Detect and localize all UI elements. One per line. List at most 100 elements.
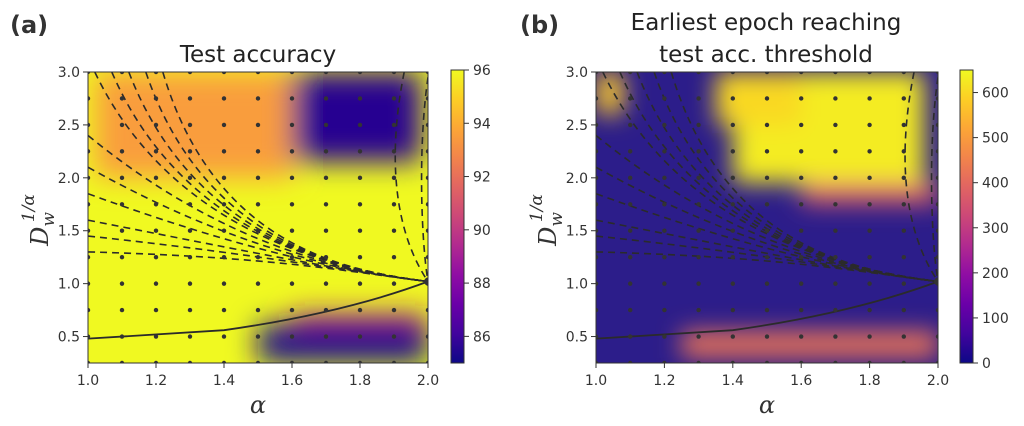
grid-point: [187, 281, 193, 286]
grid-point: [425, 307, 428, 313]
grid-point: [901, 202, 906, 207]
grid-point: [88, 122, 91, 128]
grid-point: [696, 149, 701, 154]
grid-point: [289, 281, 295, 286]
grid-point: [901, 307, 906, 313]
grid-point: [696, 307, 701, 313]
grid-point: [730, 254, 735, 260]
y-tick-label: 2.0: [566, 171, 588, 187]
grid-point: [799, 281, 804, 286]
grid-point: [596, 228, 599, 233]
dashed-contour: [88, 235, 428, 283]
grid-point: [255, 122, 261, 128]
grid-point: [764, 254, 770, 260]
x-tick-label: 1.4: [213, 373, 235, 389]
panel-b: (b) Earliest epoch reaching test acc. th…: [520, 10, 1009, 419]
grid-point: [221, 360, 227, 363]
grid-point: [391, 175, 397, 181]
grid-point: [867, 307, 872, 313]
grid-point: [357, 228, 363, 233]
grid-point: [833, 307, 838, 313]
grid-point: [221, 281, 227, 286]
x-tick-label: 1.4: [722, 373, 744, 389]
panel-b-y-label: Dw1/α: [527, 194, 567, 247]
panel-a-y-label-sub: w: [39, 212, 59, 227]
heatmap-region: [801, 183, 938, 205]
grid-point: [153, 202, 159, 207]
grid-point: [255, 360, 261, 363]
grid-point: [662, 254, 667, 260]
panel-a-frame: [87, 71, 429, 364]
dashed-contour: [88, 251, 428, 283]
panel-a: (a) Test accuracy 1.0 1.2 1.4 1.6 1.8 2.0 0.5…: [10, 11, 491, 419]
grid-point: [357, 175, 363, 181]
heatmap-region: [596, 72, 624, 115]
grid-point: [628, 122, 633, 128]
grid-point: [730, 96, 735, 101]
x-tick-label: 1.0: [77, 373, 99, 389]
grid-point: [289, 96, 295, 101]
grid-point: [88, 254, 91, 260]
x-tick-label: 2.0: [417, 373, 439, 389]
grid-point: [833, 149, 838, 154]
grid-point: [323, 175, 329, 181]
grid-point: [799, 202, 804, 207]
panel-b-y-label-sup: 1/α: [527, 194, 547, 223]
grid-point: [935, 175, 938, 181]
grid-point: [628, 149, 633, 154]
grid-point: [425, 72, 428, 75]
grid-point: [596, 202, 599, 207]
grid-point: [867, 228, 872, 233]
grid-point: [764, 334, 770, 339]
grid-point: [662, 122, 667, 128]
grid-point: [596, 334, 599, 339]
colorbar-tick-label: 200: [982, 266, 1009, 282]
grid-point: [153, 307, 159, 313]
grid-point: [255, 307, 261, 313]
grid-point: [391, 360, 397, 363]
grid-point: [153, 228, 159, 233]
y-tick-label: 3.0: [566, 65, 588, 81]
grid-point: [799, 96, 804, 101]
grid-point: [596, 281, 599, 286]
grid-point: [221, 175, 227, 181]
y-tick-label: 1.5: [566, 224, 588, 240]
y-tick-label: 3.0: [58, 65, 80, 81]
grid-point: [730, 334, 735, 339]
dashed-contour: [596, 251, 938, 283]
grid-point: [187, 228, 193, 233]
grid-point: [833, 175, 838, 181]
grid-point: [119, 254, 125, 260]
grid-point: [323, 360, 329, 363]
grid-point: [867, 175, 872, 181]
panel-a-x-label: α: [250, 391, 266, 419]
grid-point: [119, 360, 125, 363]
grid-point: [357, 307, 363, 313]
grid-point: [255, 228, 261, 233]
grid-point: [799, 149, 804, 154]
grid-point: [833, 202, 838, 207]
grid-point: [764, 202, 770, 207]
panel-a-colorbar-ticks: 86 88 90 92 94 96: [464, 63, 491, 345]
heatmap-region: [715, 72, 802, 125]
grid-point: [730, 122, 735, 128]
panel-a-title: Test accuracy: [179, 42, 336, 68]
grid-point: [696, 72, 701, 75]
grid-point: [662, 360, 667, 363]
panel-b-y-ticks: 0.5 1.0 1.5 2.0 2.5 3.0: [566, 65, 596, 346]
grid-point: [323, 122, 329, 128]
grid-point: [88, 281, 91, 286]
grid-point: [153, 72, 159, 75]
grid-point: [187, 72, 193, 75]
grid-point: [323, 334, 329, 339]
x-tick-label: 1.0: [585, 373, 607, 389]
colorbar-tick-label: 300: [982, 221, 1009, 237]
grid-point: [833, 281, 838, 286]
grid-point: [221, 149, 227, 154]
grid-point: [596, 175, 599, 181]
grid-point: [799, 72, 804, 75]
grid-point: [289, 149, 295, 154]
grid-point: [289, 122, 295, 128]
grid-point: [935, 149, 938, 154]
grid-point: [628, 228, 633, 233]
